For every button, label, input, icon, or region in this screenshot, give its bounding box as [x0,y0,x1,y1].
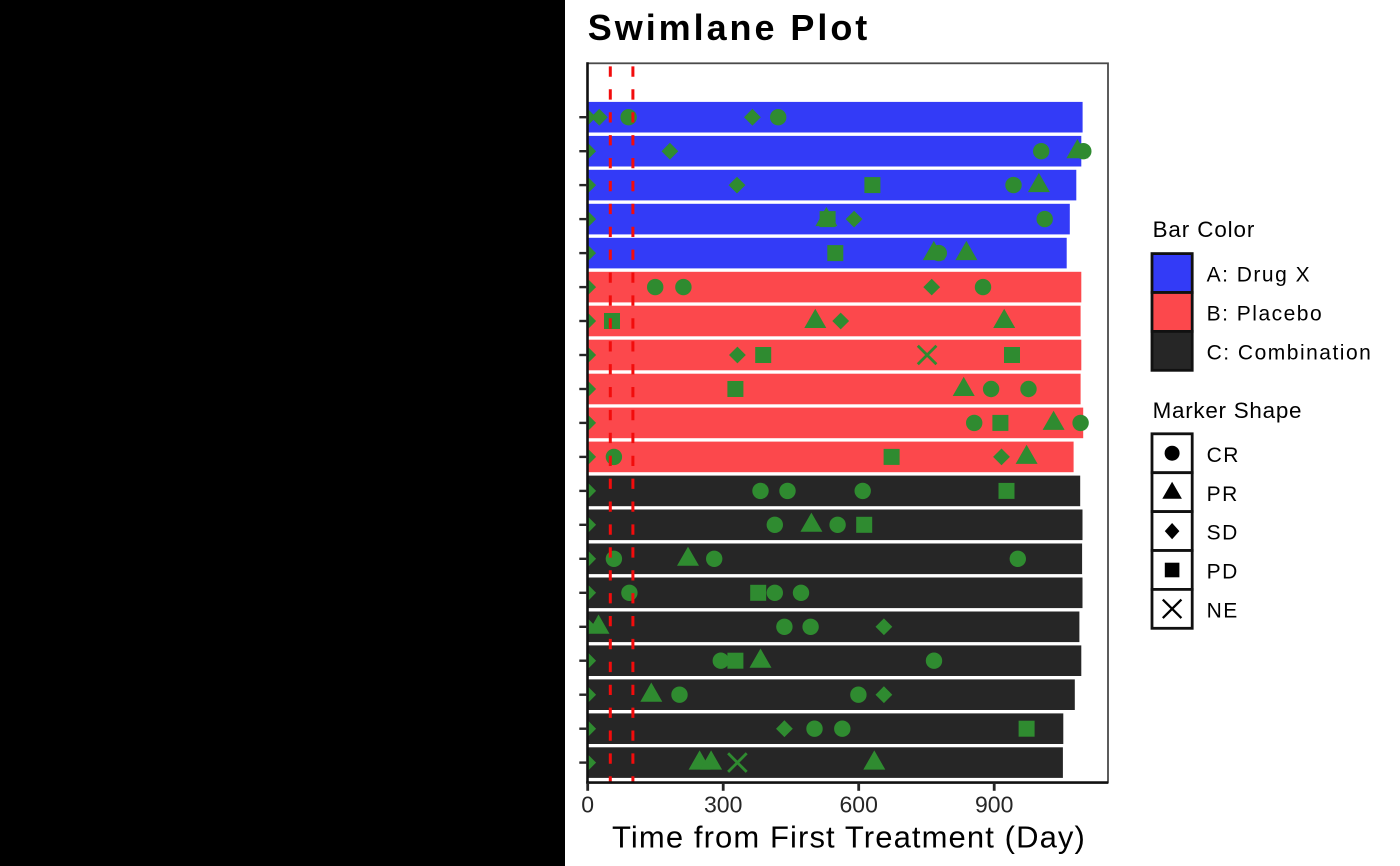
svg-text:Bar Color: Bar Color [1153,217,1256,242]
svg-text:600: 600 [840,792,878,818]
svg-text:Swimlane Plot: Swimlane Plot [588,7,870,48]
svg-text:SD: SD [1207,522,1239,545]
svg-text:B: Placebo: B: Placebo [1207,303,1324,326]
svg-text:300: 300 [704,792,742,818]
svg-text:PD: PD [1207,561,1239,584]
svg-text:Time from First Treatment (Day: Time from First Treatment (Day) [612,820,1086,855]
svg-text:NE: NE [1207,600,1239,623]
svg-text:A: Drug X: A: Drug X [1207,264,1312,287]
svg-text:Marker Shape: Marker Shape [1153,398,1303,423]
svg-text:0: 0 [581,792,594,818]
svg-text:PR: PR [1207,483,1239,506]
svg-text:C: Combination: C: Combination [1207,341,1373,364]
svg-text:900: 900 [975,792,1013,818]
svg-text:CR: CR [1207,444,1240,467]
